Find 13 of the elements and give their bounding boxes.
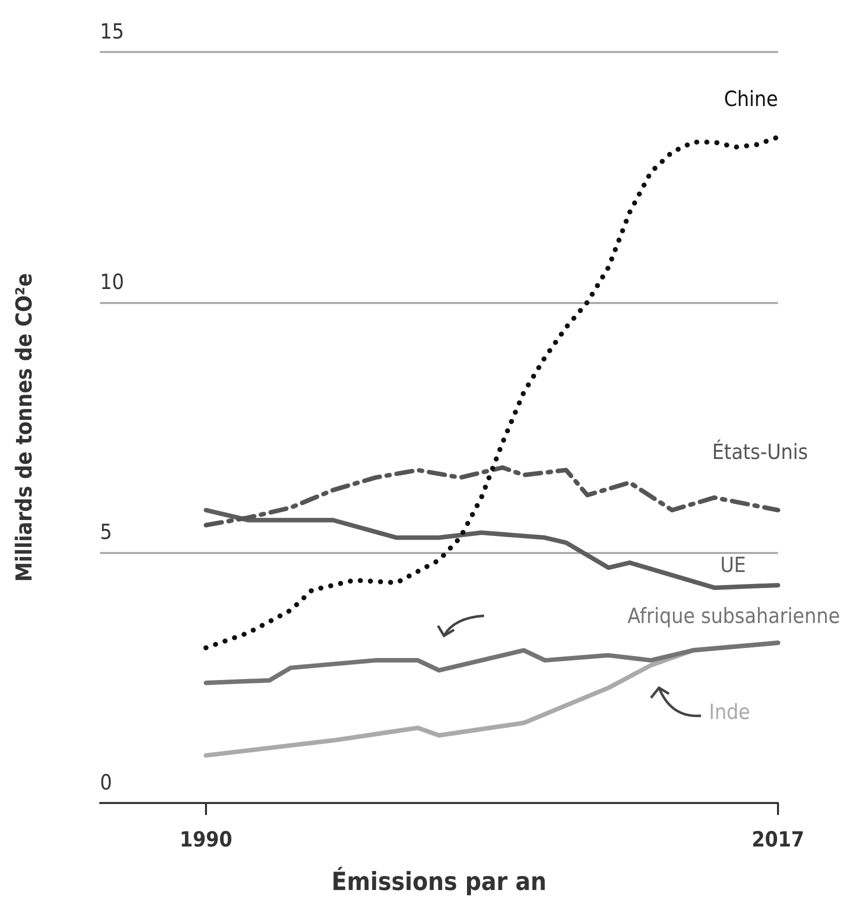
series-label: Afrique subsaharienne: [628, 604, 840, 628]
x-tick-label: 2017: [752, 828, 804, 852]
series-label: Chine: [724, 87, 778, 112]
y-tick-label: 10: [100, 270, 124, 294]
series-label: UE: [720, 553, 746, 578]
x-tick-label: 1990: [180, 828, 232, 852]
y-axis-title: Milliards de tonnes de CO²e: [12, 273, 38, 582]
series-label: États-Unis: [712, 439, 808, 464]
x-axis-title: Émissions par an: [331, 866, 547, 896]
y-tick-label: 0: [100, 770, 112, 794]
y-tick-label: 15: [100, 20, 124, 44]
text: Inde: [709, 700, 750, 724]
y-tick-label: 5: [100, 520, 112, 544]
